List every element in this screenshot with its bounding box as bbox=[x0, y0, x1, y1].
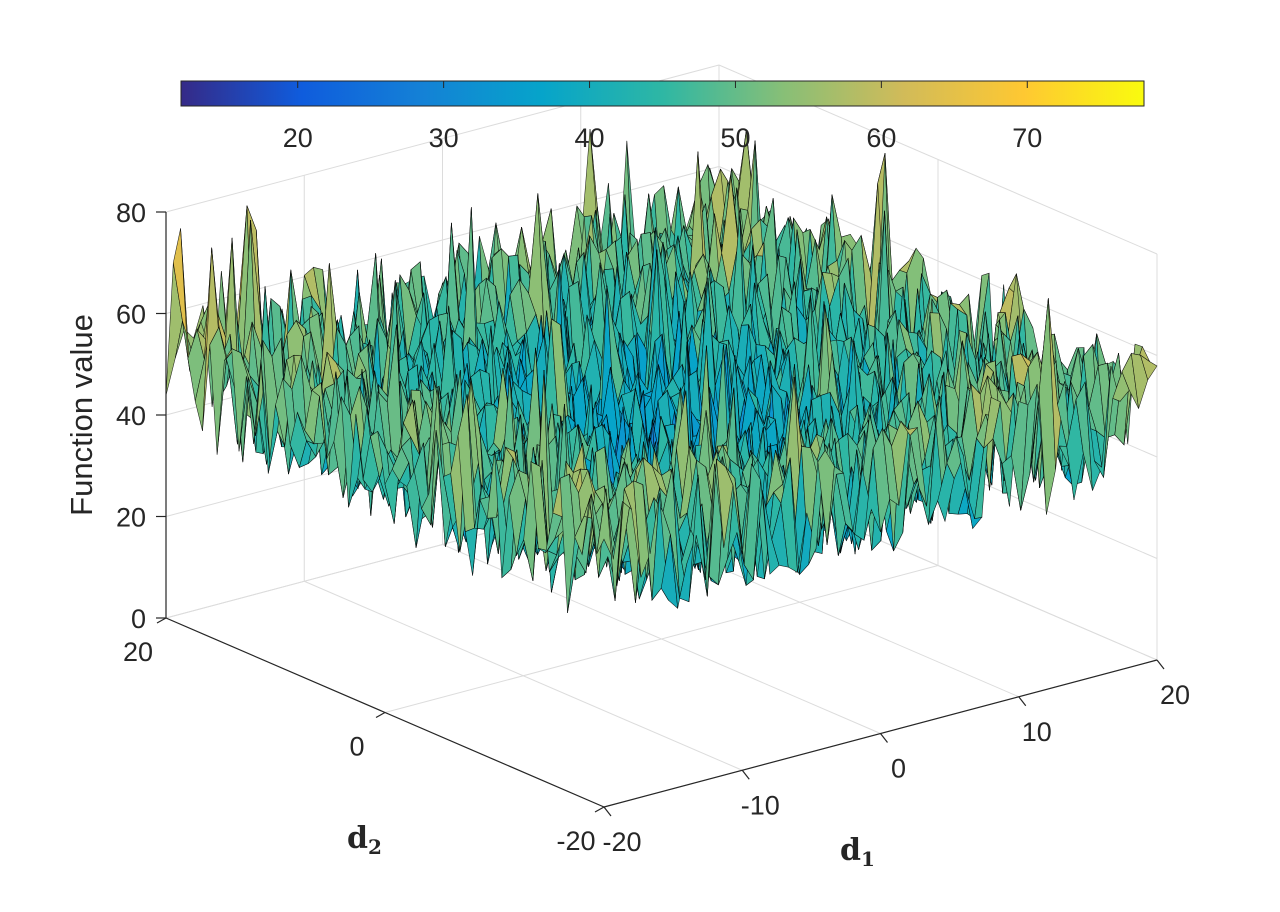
surface-face bbox=[1140, 354, 1158, 381]
colorbar-tick-label: 30 bbox=[429, 123, 459, 153]
x-tick bbox=[741, 769, 750, 780]
z-tick-label: 40 bbox=[116, 401, 146, 431]
y-tick-label: -20 bbox=[556, 826, 595, 856]
x-tick bbox=[1018, 696, 1027, 707]
x-tick-label: 10 bbox=[1022, 717, 1052, 747]
z-tick-label: 60 bbox=[116, 300, 146, 330]
colorbar-tick-label: 50 bbox=[720, 123, 750, 153]
x-axis-label-sub: 1 bbox=[861, 847, 875, 871]
z-axis-label: Function value bbox=[64, 314, 99, 516]
x-tick bbox=[1156, 659, 1165, 670]
y-tick-label: 0 bbox=[349, 732, 364, 762]
colorbar-tick-label: 70 bbox=[1012, 123, 1042, 153]
z-tick-label: 80 bbox=[116, 198, 146, 228]
x-tick-label: 20 bbox=[1160, 680, 1190, 710]
colorbar: 20 30 40 50 60 70 bbox=[180, 80, 1145, 153]
colorbar-gradient bbox=[180, 80, 1145, 107]
x-axis-label-base: d bbox=[840, 833, 861, 868]
x-tick bbox=[603, 806, 612, 817]
surface-plot bbox=[165, 128, 1158, 614]
x-axis-label: d1 bbox=[840, 833, 875, 871]
grid-line bbox=[384, 565, 939, 713]
y-axis-label-base: d bbox=[347, 821, 368, 856]
y-tick-label: 20 bbox=[123, 637, 153, 667]
grid-line bbox=[718, 166, 1158, 356]
x-tick bbox=[880, 733, 888, 743]
x-tick-label: 0 bbox=[891, 754, 906, 784]
y-axis-label: d2 bbox=[347, 821, 382, 859]
colorbar-tick-label: 40 bbox=[575, 123, 605, 153]
x-tick-label: -10 bbox=[741, 790, 780, 820]
colorbar-tick-label: 20 bbox=[283, 123, 313, 153]
z-tick-label: 20 bbox=[116, 503, 146, 533]
y-axis-label-sub: 2 bbox=[368, 835, 382, 859]
colorbar-tick-label: 60 bbox=[866, 123, 896, 153]
z-tick-label: 0 bbox=[131, 604, 146, 634]
y-tick bbox=[375, 711, 386, 719]
y-tick bbox=[156, 617, 167, 624]
x-tick-label: -20 bbox=[602, 827, 641, 857]
y-tick bbox=[594, 806, 605, 813]
